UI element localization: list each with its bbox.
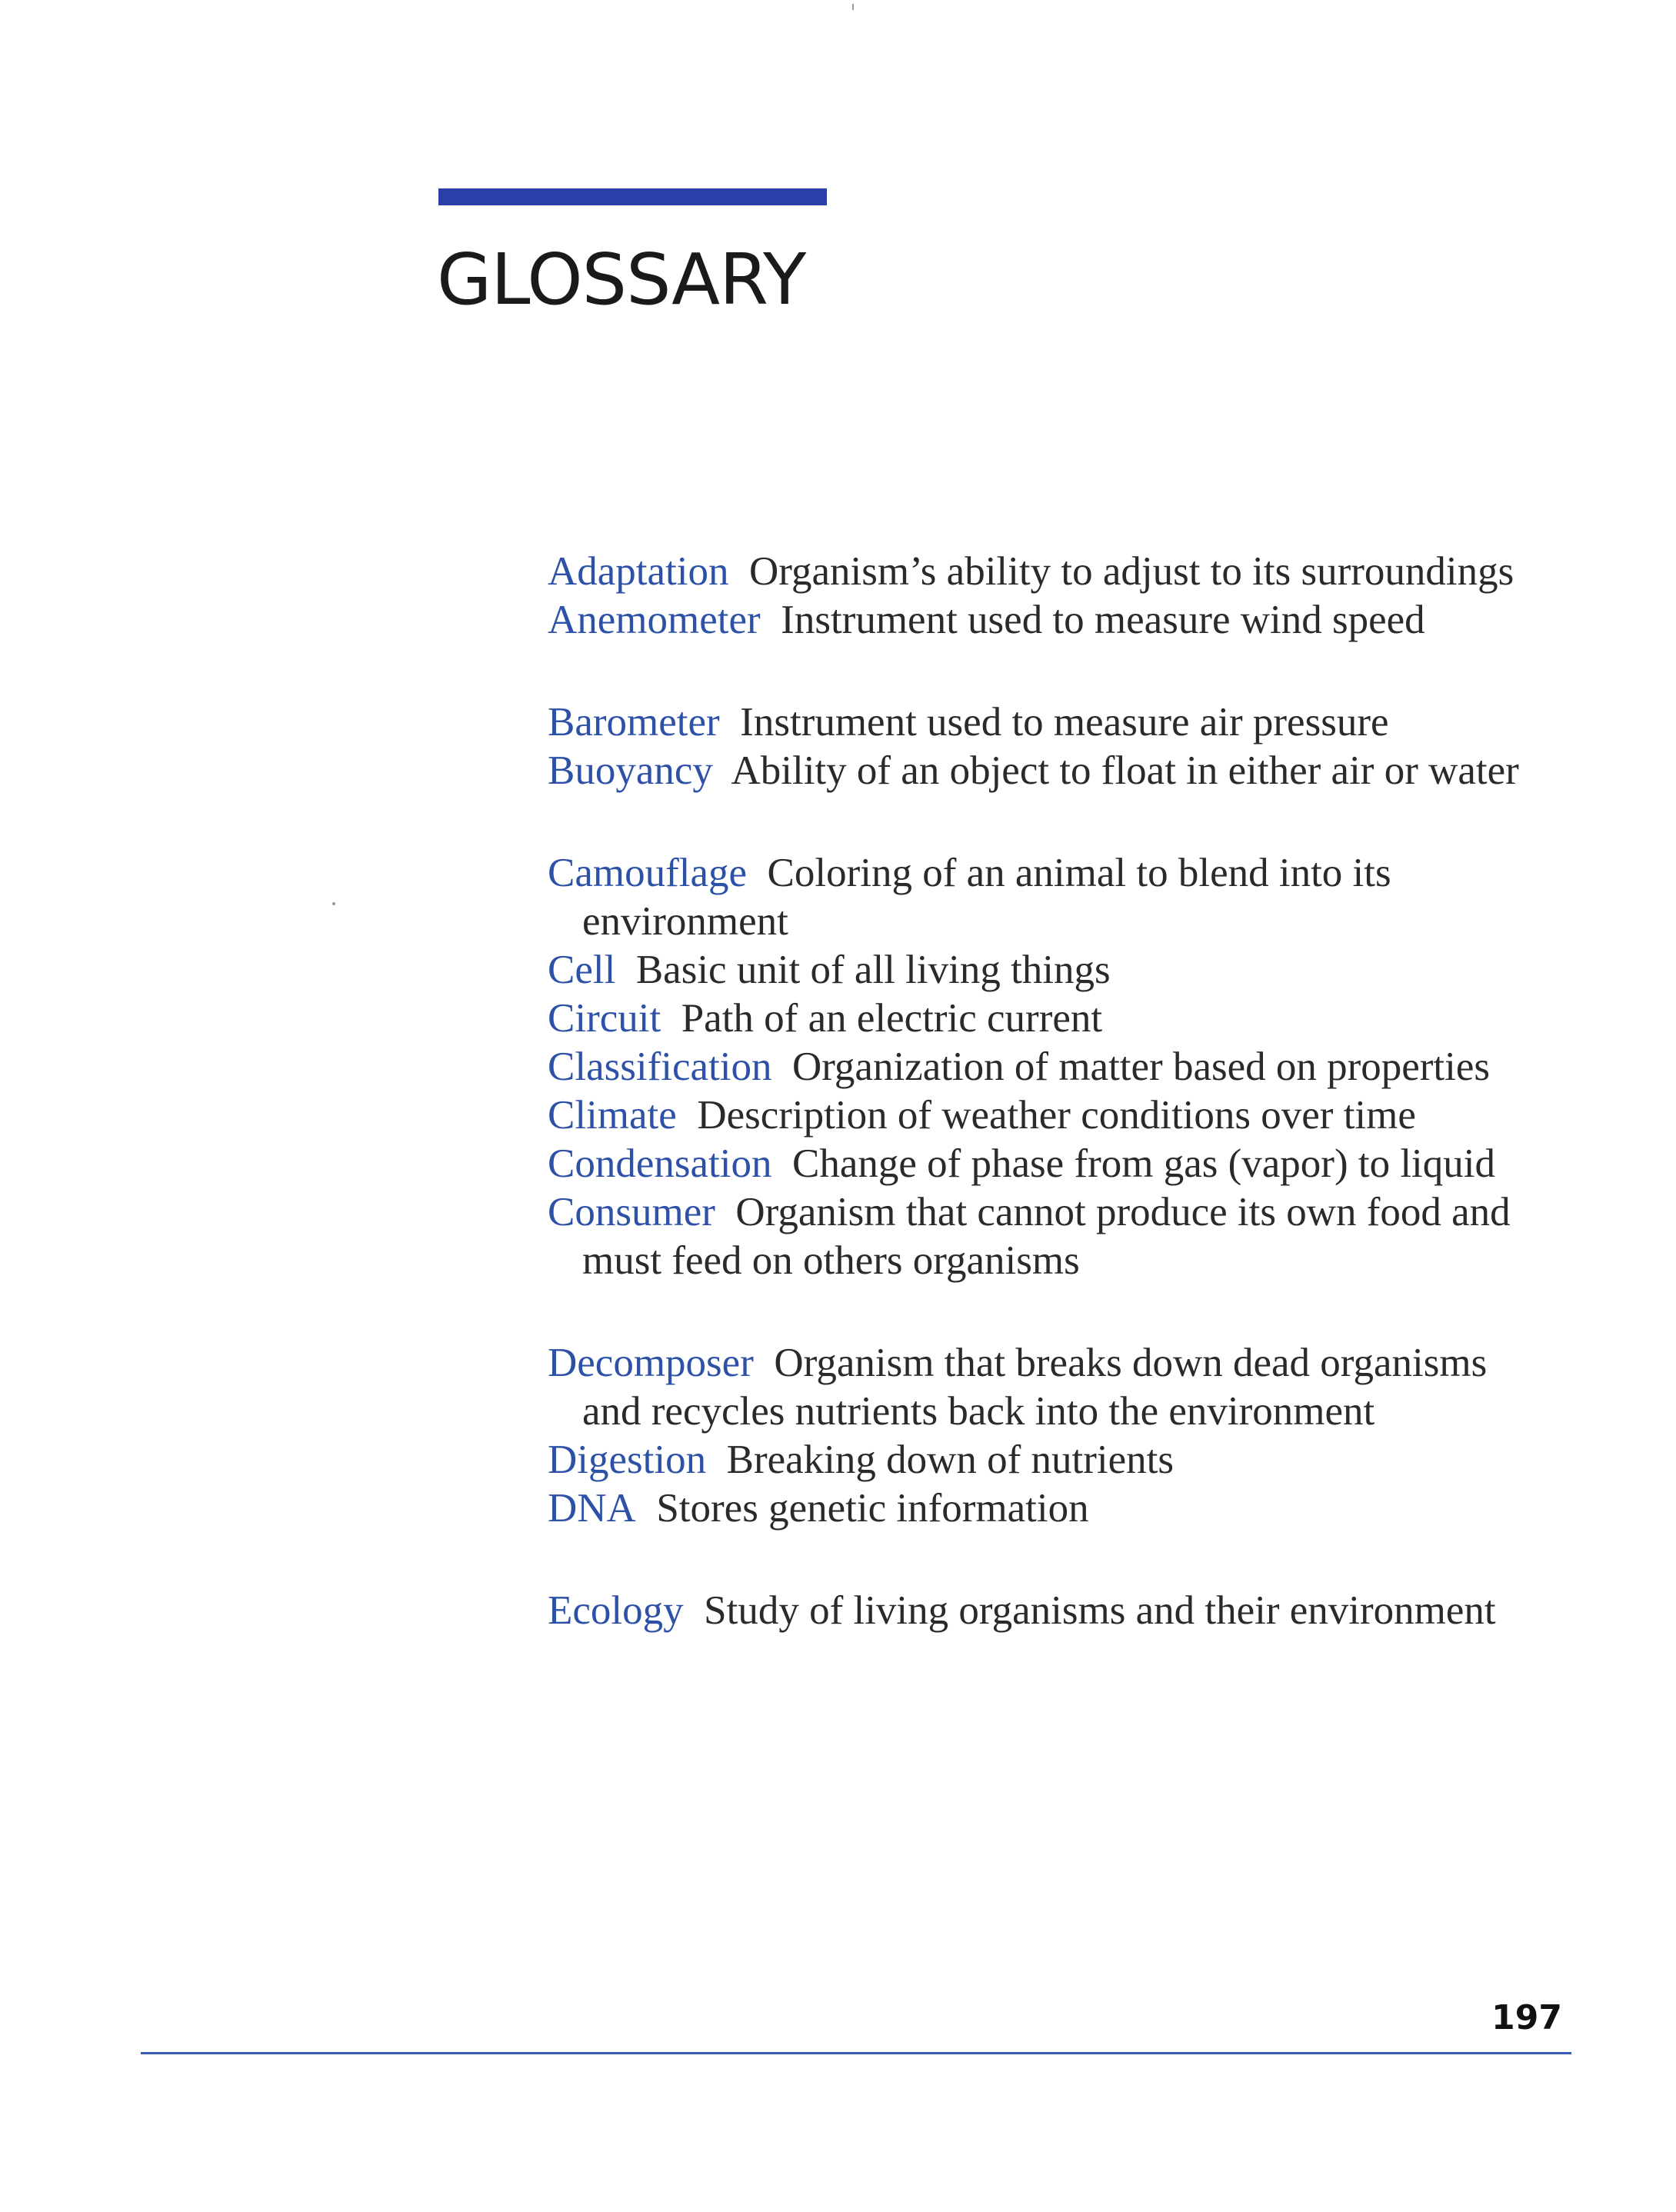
glossary-term: Climate <box>548 1093 677 1138</box>
glossary-entry: Ecology Study of living organisms and th… <box>548 1587 1540 1635</box>
glossary-term: Classification <box>548 1044 772 1089</box>
glossary-term: Decomposer <box>548 1341 754 1385</box>
glossary-term: Camouflage <box>548 851 748 895</box>
glossary-definition: Organization of matter based on properti… <box>791 1044 1491 1089</box>
glossary-term: Cell <box>548 948 616 992</box>
glossary-term: Digestion <box>548 1437 707 1482</box>
glossary-entry: Climate Description of weather condition… <box>548 1091 1540 1140</box>
glossary-definition: Instrument used to measure wind speed <box>781 598 1425 642</box>
title-accent-bar <box>438 188 827 205</box>
glossary-definition: Ability of an object to float in either … <box>731 748 1519 793</box>
glossary-definition: Organism that breaks down dead organisms… <box>582 1341 1488 1434</box>
glossary-entry: Circuit Path of an electric current <box>548 994 1540 1043</box>
glossary-term: Ecology <box>548 1588 684 1633</box>
glossary-entry: Consumer Organism that cannot produce it… <box>548 1188 1540 1285</box>
glossary-entry: Anemometer Instrument used to measure wi… <box>548 596 1540 645</box>
glossary-list: Adaptation Organism’s ability to adjust … <box>548 548 1540 1635</box>
page-title: GLOSSARY <box>437 238 806 321</box>
glossary-definition: Change of phase from gas (vapor) to liqu… <box>791 1141 1496 1186</box>
glossary-term: Circuit <box>548 996 661 1041</box>
glossary-term: Anemometer <box>548 598 761 642</box>
glossary-definition: Description of weather conditions over t… <box>697 1093 1416 1138</box>
glossary-entry: Decomposer Organism that breaks down dea… <box>548 1339 1540 1436</box>
glossary-entry: Barometer Instrument used to measure air… <box>548 698 1540 747</box>
glossary-entry: DNA Stores genetic information <box>548 1484 1540 1533</box>
glossary-entry: Camouflage Coloring of an animal to blen… <box>548 849 1540 946</box>
scan-speck <box>332 902 335 905</box>
glossary-definition: Organism that cannot produce its own foo… <box>582 1190 1511 1283</box>
glossary-definition: Basic unit of all living things <box>635 948 1111 992</box>
glossary-entry: Adaptation Organism’s ability to adjust … <box>548 548 1540 596</box>
glossary-entry: Digestion Breaking down of nutrients <box>548 1436 1540 1484</box>
glossary-term: Barometer <box>548 700 720 745</box>
glossary-term: Consumer <box>548 1190 715 1234</box>
footer-rule <box>141 2052 1571 2054</box>
glossary-entry: Cell Basic unit of all living things <box>548 946 1540 994</box>
page-number: 197 <box>1491 1998 1562 2037</box>
glossary-definition: Coloring of an animal to blend into its … <box>582 851 1391 944</box>
glossary-definition: Study of living organisms and their envi… <box>704 1588 1496 1633</box>
glossary-definition: Organism’s ability to adjust to its surr… <box>749 549 1514 594</box>
glossary-definition: Stores genetic information <box>656 1486 1089 1531</box>
glossary-entry: Buoyancy Ability of an object to float i… <box>548 747 1540 795</box>
glossary-term: Buoyancy <box>548 748 713 793</box>
glossary-entry: Condensation Change of phase from gas (v… <box>548 1140 1540 1188</box>
glossary-term: Condensation <box>548 1141 772 1186</box>
glossary-definition: Instrument used to measure air pressure <box>740 700 1389 745</box>
glossary-entry: Classification Organization of matter ba… <box>548 1043 1540 1091</box>
glossary-term: DNA <box>548 1486 636 1531</box>
glossary-definition: Path of an electric current <box>681 996 1103 1041</box>
glossary-term: Adaptation <box>548 549 729 594</box>
scan-speck <box>852 4 854 10</box>
glossary-definition: Breaking down of nutrients <box>726 1437 1175 1482</box>
